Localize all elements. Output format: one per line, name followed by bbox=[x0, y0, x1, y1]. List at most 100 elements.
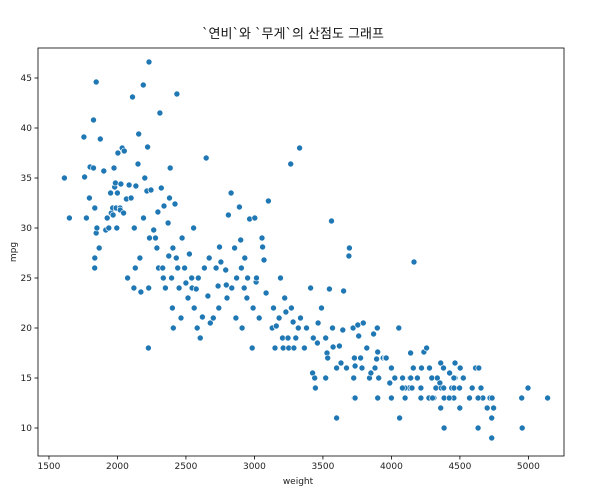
scatter-point bbox=[169, 304, 176, 312]
y-tick-label: 45 bbox=[21, 74, 32, 84]
scatter-point bbox=[351, 394, 359, 402]
scatter-point bbox=[351, 362, 359, 370]
scatter-point bbox=[524, 384, 532, 392]
scatter-point bbox=[260, 256, 268, 264]
scatter-point bbox=[314, 319, 322, 327]
scatter-point bbox=[322, 334, 330, 342]
scatter-point bbox=[215, 304, 223, 312]
scatter-point bbox=[289, 318, 297, 326]
scatter-point bbox=[309, 334, 317, 342]
scatter-point bbox=[137, 288, 145, 296]
scatter-point bbox=[488, 394, 496, 402]
scatter-point bbox=[182, 279, 190, 287]
scatter-point bbox=[294, 324, 302, 332]
scatter-point bbox=[112, 179, 119, 187]
scatter-point bbox=[386, 379, 394, 387]
scatter-point bbox=[166, 164, 174, 172]
scatter-point bbox=[160, 274, 167, 282]
x-tick-label: 5000 bbox=[517, 462, 540, 472]
scatter-point bbox=[277, 274, 284, 282]
scatter-point bbox=[129, 93, 136, 101]
scatter-point bbox=[150, 226, 157, 234]
scatter-point bbox=[164, 219, 172, 227]
scatter-point bbox=[228, 284, 236, 292]
scatter-point bbox=[474, 394, 482, 402]
y-tick-label: 40 bbox=[21, 124, 33, 134]
scatter-point bbox=[92, 78, 100, 86]
scatter-point bbox=[272, 322, 280, 330]
scatter-point bbox=[370, 330, 377, 338]
scatter-point bbox=[145, 58, 153, 66]
scatter-point bbox=[279, 334, 286, 342]
scatter-point bbox=[363, 344, 371, 352]
scatter-point bbox=[407, 374, 415, 382]
scatter-point bbox=[103, 214, 111, 222]
scatter-point bbox=[91, 264, 98, 272]
scatter-point bbox=[171, 200, 179, 208]
scatter-point bbox=[312, 384, 319, 392]
y-tick-label: 20 bbox=[21, 324, 33, 334]
scatter-point bbox=[296, 144, 303, 152]
scatter-point bbox=[238, 324, 246, 332]
scatter-point bbox=[113, 224, 121, 232]
scatter-point bbox=[367, 369, 375, 377]
scatter-point bbox=[227, 189, 235, 197]
scatter-point bbox=[232, 314, 240, 322]
scatter-point bbox=[135, 130, 142, 138]
scatter-point bbox=[127, 194, 135, 202]
scatter-point bbox=[459, 374, 467, 382]
scatter-point bbox=[303, 324, 310, 332]
scatter-point bbox=[440, 364, 447, 372]
scatter-point bbox=[83, 214, 90, 222]
x-axis-ticks: 1500 2000 2500 3000 3500 4000 4500 5000 bbox=[38, 456, 540, 472]
scatter-point bbox=[409, 364, 417, 372]
scatter-point bbox=[159, 264, 166, 272]
scatter-point bbox=[333, 364, 340, 372]
scatter-point bbox=[282, 308, 290, 316]
scatter-point bbox=[86, 194, 93, 202]
scatter-point bbox=[271, 344, 279, 352]
y-axis-label: mpg bbox=[9, 242, 19, 262]
scatter-point bbox=[417, 384, 425, 392]
scatter-point bbox=[93, 224, 101, 232]
scatter-point bbox=[238, 264, 245, 272]
scatter-point bbox=[437, 404, 445, 412]
scatter-point bbox=[205, 254, 213, 262]
x-tick-label: 4000 bbox=[380, 462, 403, 472]
scatter-point bbox=[329, 343, 337, 351]
scatter-point bbox=[423, 344, 430, 352]
scatter-point bbox=[91, 204, 99, 212]
scatter-point bbox=[357, 354, 364, 362]
scatter-point bbox=[225, 211, 232, 219]
x-tick-label: 4500 bbox=[448, 462, 471, 472]
scatter-point bbox=[61, 174, 68, 182]
scatter-point bbox=[223, 281, 230, 289]
scatter-point bbox=[445, 394, 453, 402]
scatter-point bbox=[408, 384, 416, 392]
scatter-point bbox=[351, 354, 358, 362]
scatter-point bbox=[130, 284, 138, 292]
scatter-point bbox=[160, 202, 168, 210]
scatter-point bbox=[136, 254, 144, 262]
scatter-point bbox=[265, 197, 272, 205]
scatter-point bbox=[109, 211, 117, 219]
scatter-point bbox=[437, 359, 445, 367]
scatter-point bbox=[240, 284, 248, 292]
scatter-point bbox=[450, 374, 458, 382]
scatter-point bbox=[214, 282, 222, 290]
scatter-point bbox=[350, 374, 358, 382]
scatter-point bbox=[349, 324, 357, 332]
scatter-point bbox=[518, 424, 526, 432]
scatter-point bbox=[152, 234, 159, 242]
scatter-point bbox=[158, 184, 165, 192]
scatter-point bbox=[223, 294, 231, 302]
scatter-point bbox=[466, 394, 473, 402]
plot-area-frame bbox=[37, 47, 565, 457]
scatter-point bbox=[429, 394, 436, 402]
scatter-point bbox=[374, 348, 382, 356]
scatter-point bbox=[249, 304, 257, 312]
x-tick-label: 2000 bbox=[106, 462, 129, 472]
scatter-point bbox=[97, 135, 104, 143]
scatter-point bbox=[336, 342, 343, 350]
